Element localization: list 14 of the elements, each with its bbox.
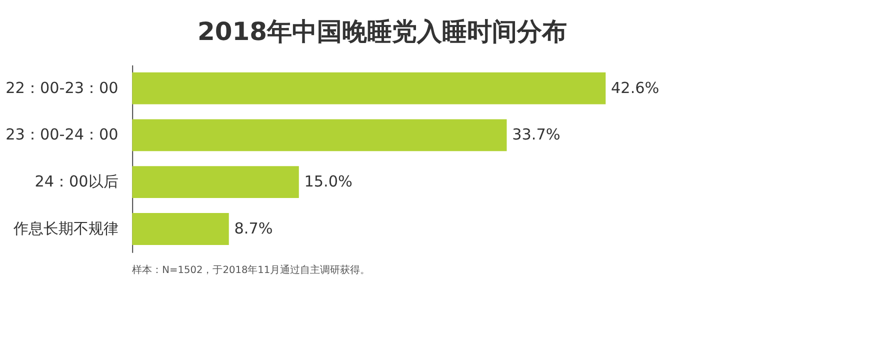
bar [132,119,507,152]
text: 样本：N=1502，于2018年11月通过自主调研获得。 [132,264,370,276]
data-label: 33.7% [512,126,560,144]
chart-title: 2018年中国晚睡党入睡时间分布 [197,16,568,46]
data-label: 15.0% [304,172,352,191]
bar [132,166,299,198]
bar [132,213,229,245]
y-tick-label: 24：00以后 [34,172,118,191]
data-label: 42.6% [611,78,660,97]
data-label: 8.7% [234,219,273,238]
bar [132,72,606,104]
y-tick-label: 作息长期不规律 [12,219,118,238]
y-tick-label: 23：00-24：00 [6,126,118,144]
y-tick-label: 22：00-23：00 [6,78,118,97]
